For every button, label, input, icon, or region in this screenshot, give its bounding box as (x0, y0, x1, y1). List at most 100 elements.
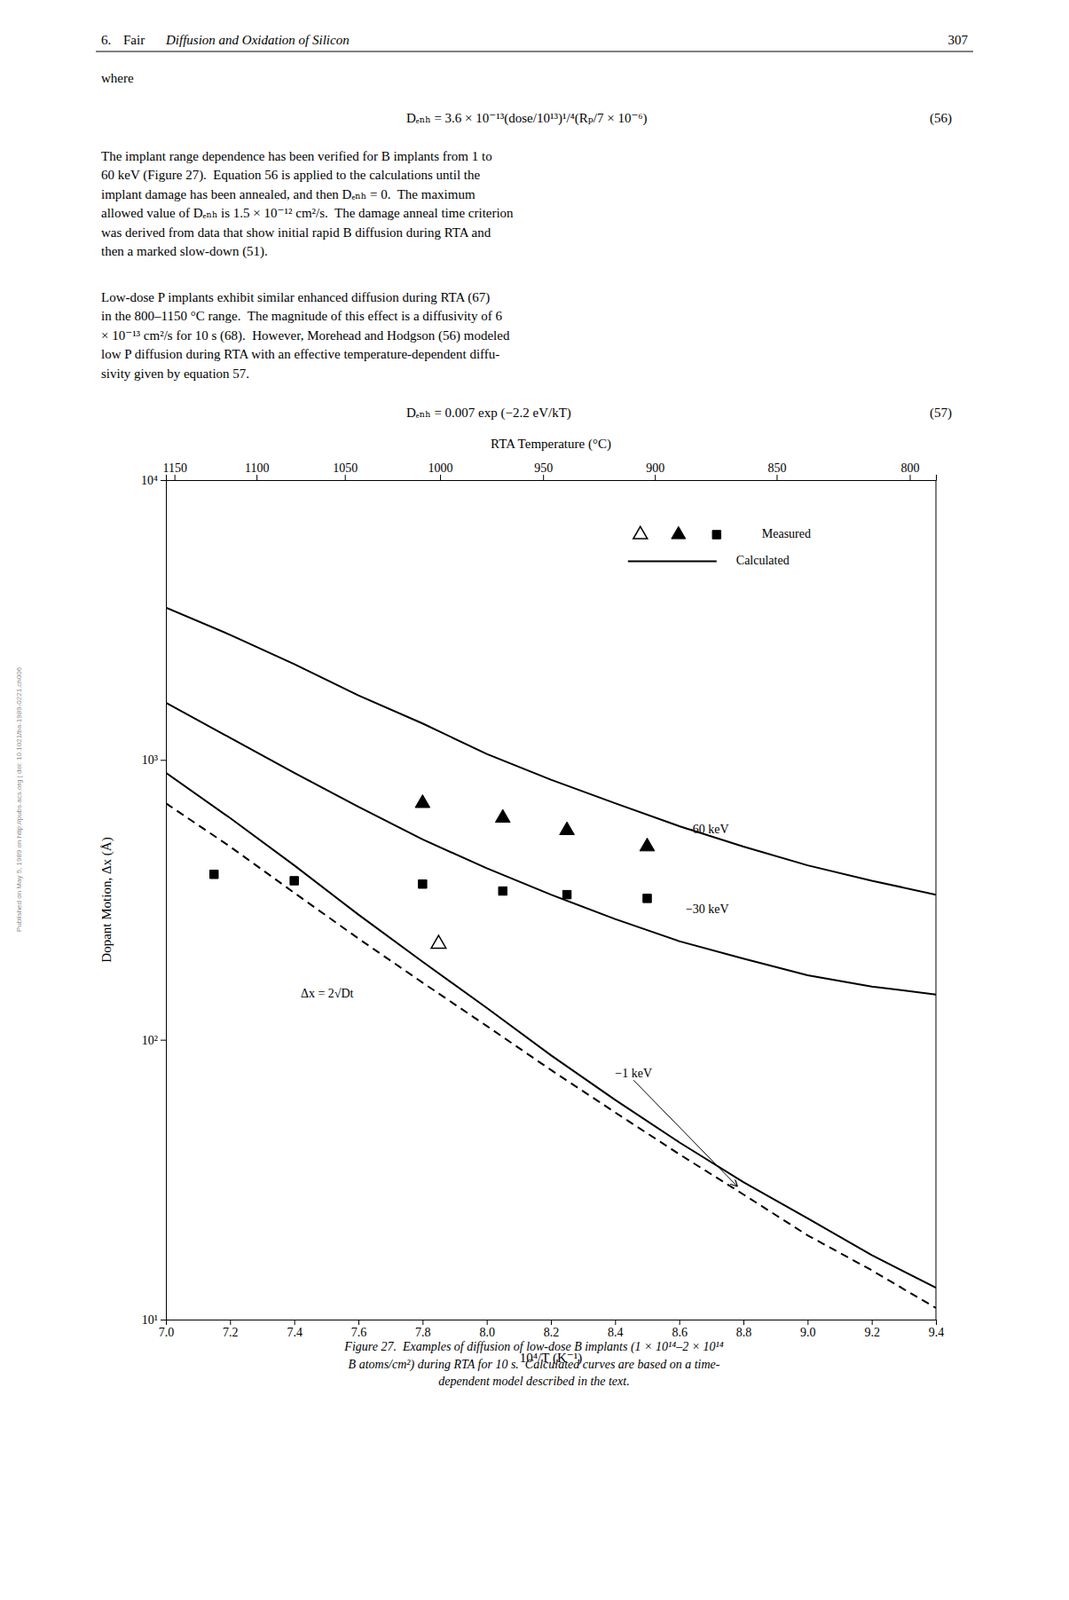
x2-axis-title: RTA Temperature (°C) (490, 436, 612, 452)
x2-axis-tick-mark (909, 474, 911, 480)
x-axis-line (166, 1320, 937, 1326)
x-axis-tick: 8.8 (736, 1319, 753, 1339)
x-axis-tick-label: 7.8 (415, 1325, 432, 1339)
annotation-arrow (633, 1079, 738, 1186)
data-point (498, 886, 507, 895)
y-axis-tick-mark (160, 1319, 166, 1321)
x2-axis-tick: 850 (767, 461, 787, 480)
x-axis-tick-mark (679, 1319, 681, 1325)
x-axis-tick: 9.2 (864, 1319, 881, 1339)
x2-axis-tick: 1050 (332, 461, 358, 480)
data-point (495, 809, 511, 822)
caption-line: dependent model described in the text. (438, 1374, 629, 1388)
data-point (559, 821, 575, 834)
legend-symbol (628, 559, 717, 562)
annotation: −1 keV (614, 1066, 653, 1080)
paragraph-line: × 10⁻¹³ cm²/s for 10 s (68). However, Mo… (101, 328, 511, 344)
legend-symbol (712, 530, 721, 539)
equation-number: (57) (929, 405, 952, 421)
curve-line (165, 802, 936, 1308)
y-axis-tick-mark (160, 759, 166, 761)
data-point (643, 894, 652, 903)
x2-axis-tick-label: 1100 (244, 461, 269, 475)
header-author: Fair (123, 32, 145, 48)
x-axis-tick-label: 9.2 (864, 1325, 881, 1339)
x2-axis-tick: 950 (534, 461, 553, 480)
legend-label: Measured (762, 526, 811, 541)
x-axis-tick: 9.4 (928, 1319, 945, 1339)
x-axis-tick-mark (807, 1319, 809, 1325)
x2-axis-tick-label: 1150 (162, 461, 187, 475)
x2-axis-tick: 1150 (162, 461, 187, 480)
curve-line (165, 772, 936, 1288)
header-rule (95, 51, 974, 53)
x-axis-tick-label: 7.6 (351, 1325, 368, 1339)
x-axis-tick: 7.4 (286, 1319, 303, 1339)
x2-axis-tick-mark (174, 474, 176, 480)
x-axis-tick-mark (294, 1319, 296, 1325)
annotations: −60 keV−30 keV−1 keVΔx = 2√Dt (300, 822, 738, 1187)
paragraph-line: implant damage has been annealed, and th… (101, 187, 476, 202)
y-axis-tick-mark (160, 479, 166, 481)
x-axis-tick-label: 8.2 (543, 1325, 560, 1339)
paragraph-line: Low-dose P implants exhibit similar enha… (101, 290, 490, 306)
x-axis-tick-label: 7.4 (286, 1325, 303, 1339)
paragraph-line: sivity given by equation 57. (101, 366, 250, 381)
curve-line (165, 607, 936, 895)
data-point (290, 876, 299, 885)
x-axis-tick: 7.8 (415, 1319, 432, 1339)
x2-axis-tick-label: 900 (645, 461, 665, 475)
x-axis-tick-label: 8.4 (607, 1325, 624, 1339)
x2-axis-tick-label: 850 (767, 461, 787, 475)
x-axis: 7.07.27.47.67.88.08.28.48.68.89.09.29.4 (158, 1319, 945, 1339)
data-point (415, 794, 431, 808)
paragraph-line: allowed value of Dₑₙₕ is 1.5 × 10⁻¹² cm²… (101, 205, 514, 221)
paragraph-line: The implant range dependence has been ve… (101, 149, 493, 164)
y-axis-tick-label: 10² (141, 1033, 158, 1047)
x2-axis-tick-label: 950 (534, 461, 553, 475)
x-axis-title: 10⁴/T (K⁻¹) (519, 1350, 582, 1366)
legend-symbol (671, 526, 686, 539)
y-axis-tick-label: 10⁴ (141, 473, 158, 488)
plot-area (165, 607, 936, 1308)
x2-axis-tick: 800 (900, 461, 920, 480)
x2-axis-tick-mark (654, 474, 656, 480)
data-point (418, 880, 427, 889)
header-title: Diffusion and Oxidation of Silicon (165, 32, 350, 48)
x-axis-tick-mark (550, 1319, 552, 1325)
paragraph-line: in the 800–1150 °C range. The magnitude … (101, 308, 504, 323)
legend-label: Calculated (736, 553, 790, 567)
x2-axis-tick-mark (542, 474, 544, 480)
data-point (562, 889, 571, 898)
paragraph-line: then a marked slow-down (51). (101, 243, 268, 260)
equation: Dₑₙₕ = 0.007 exp (−2.2 eV/kT) (406, 405, 572, 421)
page: 6. Fair Diffusion and Oxidation of Silicon… (0, 0, 1069, 1600)
legend-symbol (633, 526, 648, 539)
x2-axis-line (166, 474, 937, 481)
header-number: 6. (101, 32, 111, 48)
x-axis-tick: 7.2 (222, 1319, 239, 1339)
x2-axis-tick-mark (776, 474, 778, 480)
y-axis-tick: 10³ (141, 753, 166, 767)
legend: Measured Calculated (628, 526, 811, 566)
y-axis-line (160, 480, 167, 1321)
y-axis-tick: 10¹ (141, 1312, 166, 1327)
plot-frame-right (935, 479, 937, 1320)
chart: 7.07.27.47.67.88.08.28.48.68.89.09.29.41… (99, 436, 944, 1366)
paragraph-line: was derived from data that show initial … (101, 225, 492, 240)
y-axis-tick: 10² (141, 1033, 166, 1047)
data-point (639, 837, 655, 850)
curve-line (165, 702, 936, 995)
x-axis-tick: 7.6 (351, 1319, 368, 1339)
x-axis-tick: 8.2 (543, 1319, 560, 1339)
x2-axis-tick-label: 1000 (428, 461, 454, 475)
data-point (210, 870, 219, 879)
x-axis-tick-label: 9.0 (800, 1325, 817, 1339)
x2-axis-tick: 900 (645, 461, 665, 480)
x-axis-tick-label: 9.4 (928, 1325, 945, 1339)
x2-axis-tick-mark (440, 474, 441, 480)
x-axis-tick-label: 8.0 (479, 1325, 496, 1339)
y-axis-tick-label: 10³ (141, 753, 158, 767)
x-axis-tick-mark (229, 1319, 231, 1325)
x-axis-tick-label: 7.2 (222, 1325, 239, 1339)
